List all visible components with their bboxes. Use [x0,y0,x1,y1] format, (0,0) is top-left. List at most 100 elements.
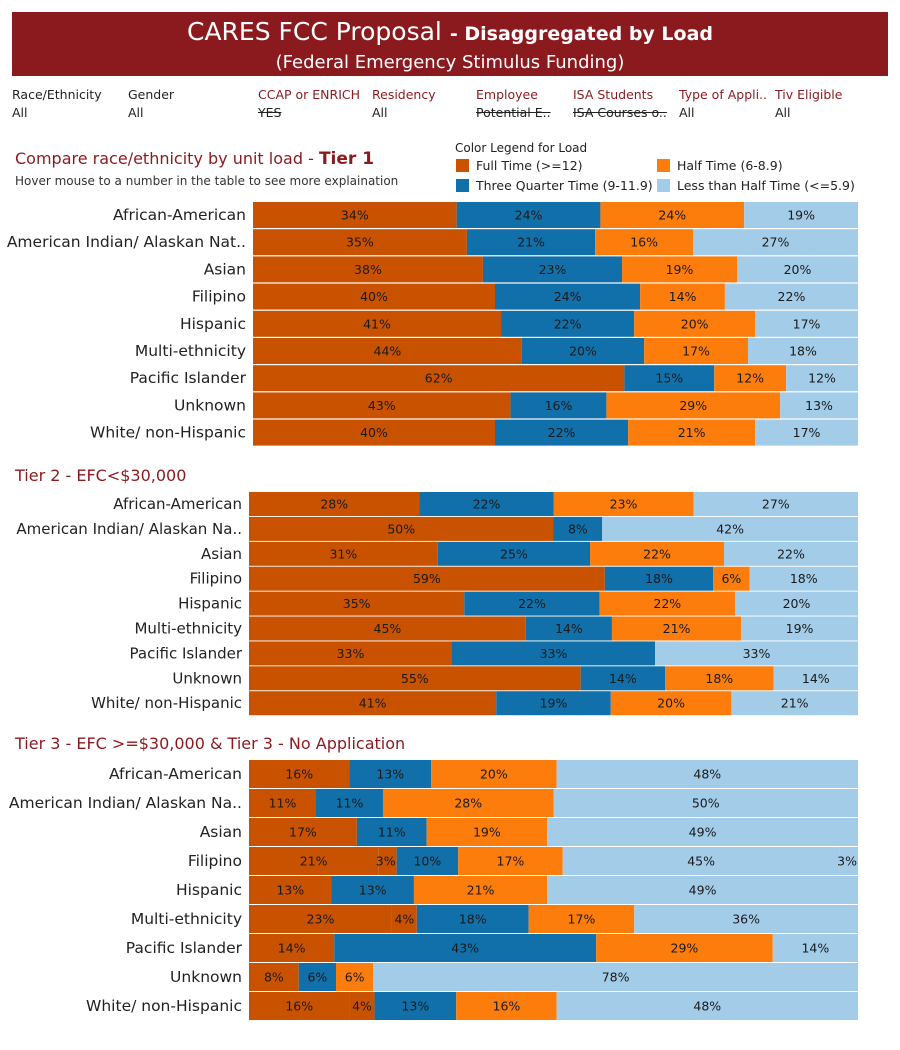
bar-segment-american-indian-alaskan-na-full-time-12[interactable] [249,789,316,817]
data-label-filipino-half-time-6-8-9[interactable]: 14% [669,289,697,304]
filter-value[interactable]: All [775,105,791,120]
data-label-multi-ethnicity-full-time-12[interactable]: 23% [307,912,335,927]
bar-segment-asian-three-quarter-time-9-11-9[interactable] [356,818,427,846]
bar-segment-african-american-less-than-half-time-5-9[interactable] [693,492,858,516]
bar-segment-pacific-islander-full-time-12[interactable] [249,934,335,962]
bar-segment-white-non-hispanic-less-than-half-time-5-9[interactable] [755,419,858,446]
filter-value[interactable]: ISA Courses o.. [573,105,667,120]
bar-segment-multi-ethnicity-full-time-12[interactable] [249,616,526,641]
bar-segment-pacific-islander-less-than-half-time-5-9[interactable] [655,641,858,666]
bar-segment-multi-ethnicity-full-time-secondary[interactable] [391,905,417,933]
data-label-filipino-full-time-secondary[interactable]: 3% [376,854,396,869]
bar-segment-white-non-hispanic-full-time-12[interactable] [249,992,350,1020]
data-label-african-american-full-time-12[interactable]: 28% [320,497,348,512]
data-label-american-indian-alaskan-na-three-quarter-time-9-11-9[interactable]: 11% [336,796,364,811]
data-label-white-non-hispanic-full-time-12[interactable]: 41% [359,696,387,711]
data-label-white-non-hispanic-full-time-12[interactable]: 16% [285,999,313,1014]
data-label-filipino-less-than-half-time-5-9[interactable]: 22% [778,289,806,304]
bar-segment-multi-ethnicity-half-time-6-8-9[interactable] [528,905,635,933]
bar-segment-pacific-islander-three-quarter-time-9-11-9[interactable] [452,641,655,666]
bar-segment-hispanic-full-time-12[interactable] [249,591,465,616]
filter-value[interactable]: Potential E.. [476,105,551,120]
data-label-pacific-islander-less-than-half-time-5-9[interactable]: 33% [743,646,771,661]
data-label-filipino-three-quarter-time-9-11-9[interactable]: 10% [413,854,441,869]
data-label-american-indian-alaskan-na-full-time-12[interactable]: 11% [269,796,297,811]
data-label-filipino-three-quarter-time-9-11-9[interactable]: 24% [554,289,582,304]
data-label-asian-less-than-half-time-5-9[interactable]: 22% [777,546,805,561]
bar-segment-filipino-half-time-6-8-9[interactable] [640,283,725,310]
data-label-pacific-islander-three-quarter-time-9-11-9[interactable]: 43% [451,941,479,956]
data-label-hispanic-three-quarter-time-9-11-9[interactable]: 22% [518,596,546,611]
bar-segment-pacific-islander-half-time-6-8-9[interactable] [714,365,787,392]
data-label-african-american-half-time-6-8-9[interactable]: 24% [658,208,686,223]
data-label-white-non-hispanic-half-time-6-8-9[interactable]: 21% [678,425,706,440]
data-label-unknown-less-than-half-time-5-9[interactable]: 78% [602,970,630,985]
data-label-asian-three-quarter-time-9-11-9[interactable]: 11% [378,825,406,840]
bar-segment-unknown-full-time-12[interactable] [253,392,511,419]
data-label-asian-full-time-12[interactable]: 31% [329,546,357,561]
bar-segment-hispanic-less-than-half-time-5-9[interactable] [547,876,858,904]
bar-segment-african-american-three-quarter-time-9-11-9[interactable] [349,760,432,788]
data-label-american-indian-alaskan-nat-half-time-6-8-9[interactable]: 16% [630,235,658,250]
data-label-unknown-less-than-half-time-5-9[interactable]: 13% [805,398,833,413]
data-label-filipino-full-time-12[interactable]: 59% [413,571,441,586]
bar-segment-white-non-hispanic-three-quarter-time-9-11-9[interactable] [374,992,457,1020]
bar-segment-white-non-hispanic-half-time-6-8-9[interactable] [610,691,732,716]
data-label-filipino-less-than-half-time-5-9[interactable]: 18% [790,571,818,586]
bar-segment-american-indian-alaskan-nat-half-time-6-8-9[interactable] [595,229,693,256]
data-label-multi-ethnicity-three-quarter-time-9-11-9[interactable]: 14% [555,621,583,636]
data-label-african-american-less-than-half-time-5-9[interactable]: 48% [693,767,721,782]
data-label-american-indian-alaskan-na-three-quarter-time-9-11-9[interactable]: 8% [568,521,588,536]
data-label-pacific-islander-full-time-12[interactable]: 33% [337,646,365,661]
data-label-african-american-full-time-12[interactable]: 34% [341,208,369,223]
bar-segment-filipino-full-time-12[interactable] [253,283,495,310]
legend-item-three-quarter-time[interactable]: Three Quarter Time (9-11.9) [456,178,653,193]
data-label-unknown-three-quarter-time-9-11-9[interactable]: 6% [307,970,327,985]
data-label-hispanic-less-than-half-time-5-9[interactable]: 20% [783,596,811,611]
data-label-asian-three-quarter-time-9-11-9[interactable]: 25% [500,546,528,561]
data-label-multi-ethnicity-less-than-half-time-5-9[interactable]: 19% [786,621,814,636]
data-label-hispanic-half-time-6-8-9[interactable]: 20% [681,316,709,331]
data-label-white-non-hispanic-three-quarter-time-9-11-9[interactable]: 19% [540,696,568,711]
data-label-unknown-full-time-12[interactable]: 43% [368,398,396,413]
legend-item-half-time[interactable]: Half Time (6-8.9) [657,158,783,173]
filter-employee[interactable]: Employee Potential E.. [476,87,551,121]
data-label-pacific-islander-less-than-half-time-5-9[interactable]: 14% [801,941,829,956]
data-label-african-american-three-quarter-time-9-11-9[interactable]: 24% [515,208,543,223]
data-label-asian-half-time-6-8-9[interactable]: 19% [473,825,501,840]
data-label-filipino-full-time-12[interactable]: 40% [360,289,388,304]
data-label-african-american-half-time-6-8-9[interactable]: 23% [610,497,638,512]
data-label-pacific-islander-half-time-6-8-9[interactable]: 12% [736,371,764,386]
data-label-white-non-hispanic-full-time-12[interactable]: 40% [360,425,388,440]
data-label-white-non-hispanic-three-quarter-time-9-11-9[interactable]: 22% [548,425,576,440]
data-label-hispanic-full-time-12[interactable]: 41% [363,316,391,331]
bar-segment-hispanic-three-quarter-time-9-11-9[interactable] [501,310,635,337]
data-label-multi-ethnicity-half-time-6-8-9[interactable]: 21% [663,621,691,636]
data-label-white-non-hispanic-three-quarter-time-9-11-9[interactable]: 13% [401,999,429,1014]
bar-segment-african-american-three-quarter-time-9-11-9[interactable] [456,202,601,228]
bar-segment-unknown-half-time-6-8-9[interactable] [665,666,774,691]
bar-segment-american-indian-alaskan-na-half-time-6-8-9[interactable] [382,789,554,817]
bar-segment-unknown-full-time-12[interactable] [249,963,299,991]
bar-segment-american-indian-alaskan-na-three-quarter-time-9-11-9[interactable] [315,789,383,817]
data-label-asian-half-time-6-8-9[interactable]: 19% [666,262,694,277]
bar-segment-asian-half-time-6-8-9[interactable] [426,818,548,846]
bar-segment-asian-full-time-12[interactable] [249,541,438,566]
data-label-filipino-less-than-half-time-5-9[interactable]: 45% [687,854,715,869]
data-label-asian-less-than-half-time-5-9[interactable]: 20% [784,262,812,277]
data-label-american-indian-alaskan-nat-three-quarter-time-9-11-9[interactable]: 21% [517,235,545,250]
bar-segment-white-non-hispanic-three-quarter-time-9-11-9[interactable] [495,419,629,446]
filter-residency[interactable]: Residency All [372,87,436,121]
bar-segment-african-american-full-time-12[interactable] [249,760,350,788]
filter-tiv-eligible[interactable]: Tiv Eligible All [775,87,842,121]
bar-segment-multi-ethnicity-half-time-6-8-9[interactable] [644,338,748,364]
bar-segment-african-american-less-than-half-time-5-9[interactable] [744,202,858,228]
bar-segment-hispanic-half-time-6-8-9[interactable] [599,591,735,616]
bar-segment-multi-ethnicity-three-quarter-time-9-11-9[interactable] [416,905,529,933]
data-label-multi-ethnicity-half-time-6-8-9[interactable]: 17% [682,344,710,359]
bar-segment-asian-full-time-12[interactable] [253,256,483,283]
bar-segment-multi-ethnicity-three-quarter-time-9-11-9[interactable] [525,616,612,641]
bar-segment-pacific-islander-three-quarter-time-9-11-9[interactable] [334,934,597,962]
data-label-pacific-islander-three-quarter-time-9-11-9[interactable]: 33% [540,646,568,661]
data-label-unknown-half-time-6-8-9[interactable]: 29% [679,398,707,413]
